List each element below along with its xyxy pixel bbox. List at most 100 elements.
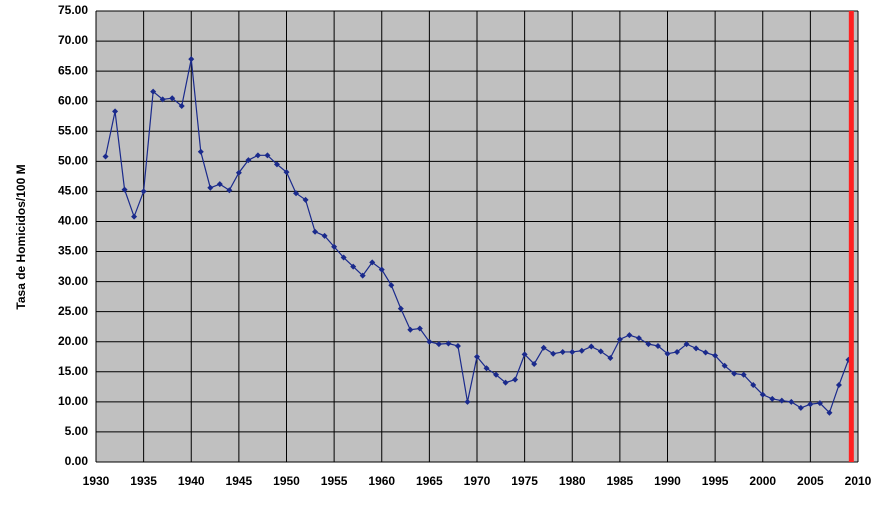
data-point [835, 382, 842, 389]
x-tick-label: 2000 [749, 474, 776, 488]
data-point [731, 370, 738, 377]
data-point [397, 305, 404, 312]
data-point [131, 213, 138, 220]
data-point [740, 371, 747, 378]
data-point [283, 169, 290, 176]
y-tick-label: 60.00 [58, 93, 88, 107]
data-point [302, 196, 309, 203]
data-point [378, 266, 385, 273]
data-point [702, 349, 709, 356]
x-tick-label: 1980 [559, 474, 586, 488]
y-tick-label: 40.00 [58, 214, 88, 228]
data-point [350, 263, 357, 270]
data-point [569, 348, 576, 355]
data-point [588, 343, 595, 350]
y-tick-label: 70.00 [58, 33, 88, 47]
x-tick-label: 1970 [464, 474, 491, 488]
x-tick-label: 1935 [130, 474, 157, 488]
data-point [245, 157, 252, 164]
data-point [369, 259, 376, 266]
data-point [788, 398, 795, 405]
y-tick-label: 20.00 [58, 334, 88, 348]
x-tick-label: 1965 [416, 474, 443, 488]
data-point [626, 332, 633, 339]
y-tick-label: 0.00 [65, 454, 89, 468]
data-point [159, 96, 166, 103]
y-tick-label: 55.00 [58, 123, 88, 137]
y-tick-label: 25.00 [58, 304, 88, 318]
data-point [674, 348, 681, 355]
data-point [759, 391, 766, 398]
data-point [578, 347, 585, 354]
data-point [121, 186, 128, 193]
data-point [483, 365, 490, 372]
data-point [559, 348, 566, 355]
data-point [169, 95, 176, 102]
data-point [426, 338, 433, 345]
data-point [712, 352, 719, 359]
x-tick-label: 1985 [607, 474, 634, 488]
y-axis-title: Tasa de Homicidos/100 M [14, 164, 28, 309]
data-point [493, 371, 500, 378]
x-tick-label: 1945 [226, 474, 253, 488]
data-point [512, 376, 519, 383]
data-point [683, 341, 690, 348]
data-point [197, 148, 204, 155]
x-tick-label: 1940 [178, 474, 205, 488]
data-point [645, 341, 652, 348]
x-tick-label: 1930 [83, 474, 110, 488]
data-point [654, 342, 661, 349]
y-tick-label: 50.00 [58, 154, 88, 168]
y-tick-label: 45.00 [58, 184, 88, 198]
data-point [207, 184, 214, 191]
data-point [635, 335, 642, 342]
data-point [750, 382, 757, 389]
y-tick-label: 35.00 [58, 244, 88, 258]
y-tick-label: 15.00 [58, 364, 88, 378]
data-point [540, 344, 547, 351]
data-point [597, 348, 604, 355]
data-point [150, 88, 157, 95]
y-tick-label: 5.00 [65, 424, 89, 438]
data-point [607, 354, 614, 361]
data-point [407, 326, 414, 333]
data-point [474, 353, 480, 360]
x-tick-label: 1950 [273, 474, 300, 488]
data-point [416, 325, 423, 332]
data-point [531, 360, 538, 367]
data-point [178, 103, 185, 110]
data-point [826, 409, 833, 416]
data-point [769, 395, 776, 402]
data-point [550, 350, 557, 357]
y-tick-label: 30.00 [58, 274, 88, 288]
y-tick-label: 65.00 [58, 63, 88, 77]
data-point [721, 362, 728, 369]
data-point [331, 243, 338, 250]
data-point [188, 56, 195, 63]
x-tick-label: 1955 [321, 474, 348, 488]
data-point [445, 340, 452, 347]
data-point [254, 152, 261, 159]
data-point [693, 345, 700, 352]
x-tick-label: 1960 [368, 474, 395, 488]
data-point [464, 398, 471, 405]
data-point [502, 379, 509, 386]
data-point [816, 400, 823, 407]
data-point [388, 282, 395, 289]
data-point [264, 152, 271, 159]
data-point [312, 228, 319, 235]
data-point [321, 232, 328, 239]
data-point [454, 342, 461, 349]
data-point [273, 161, 280, 168]
data-point [797, 404, 804, 411]
x-tick-label: 1990 [654, 474, 681, 488]
x-tick-label: 2010 [845, 474, 872, 488]
data-point [112, 108, 119, 115]
data-point [435, 341, 442, 348]
data-point [778, 397, 785, 404]
data-point [235, 169, 242, 176]
y-tick-label: 75.00 [58, 3, 88, 17]
data-point [226, 187, 233, 194]
data-point [616, 336, 623, 343]
